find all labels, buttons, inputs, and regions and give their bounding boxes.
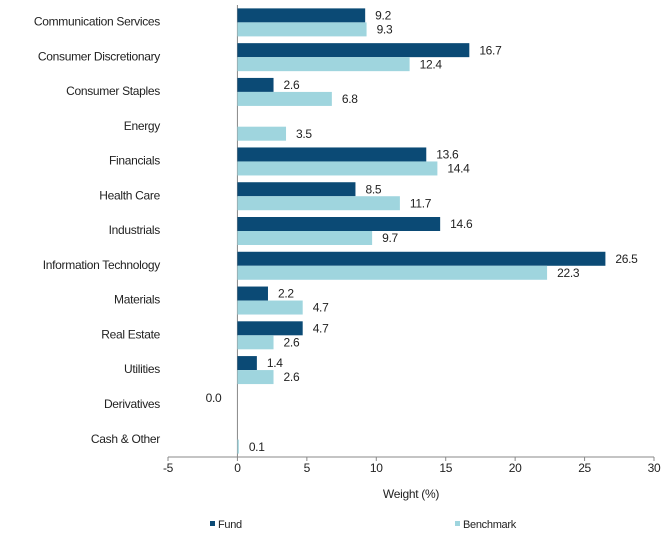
bar — [237, 217, 441, 231]
bar — [237, 251, 606, 266]
value-label: 0.0 — [206, 391, 222, 405]
value-label: 12.4 — [420, 57, 443, 71]
bar — [237, 370, 274, 385]
category-label: Industrials — [109, 223, 161, 237]
value-label: 14.6 — [450, 217, 473, 231]
value-label: 13.6 — [436, 148, 459, 162]
category-label: Energy — [124, 119, 161, 133]
legend-swatch — [455, 521, 460, 526]
value-label: 2.6 — [284, 78, 300, 92]
value-label: 9.3 — [377, 23, 393, 37]
x-tick-label: -5 — [163, 461, 174, 475]
bar — [237, 8, 366, 23]
bar — [237, 91, 332, 106]
x-tick-label: 5 — [304, 461, 311, 475]
bar — [237, 231, 373, 245]
bar — [237, 265, 548, 280]
value-label: 11.7 — [410, 196, 432, 210]
value-label: 14.4 — [447, 162, 470, 176]
bar — [237, 196, 400, 211]
value-label: 2.2 — [278, 287, 294, 301]
category-label: Materials — [114, 293, 160, 307]
value-label: 16.7 — [479, 43, 502, 57]
legend-label: Fund — [218, 519, 242, 531]
x-tick-label: 10 — [370, 461, 383, 475]
bar — [237, 22, 367, 37]
value-label: 9.7 — [382, 231, 398, 245]
bar — [237, 57, 410, 72]
value-label: 26.5 — [615, 252, 638, 266]
bar — [237, 161, 438, 176]
x-tick-label: 30 — [648, 461, 661, 475]
bar — [237, 77, 274, 92]
bar — [237, 439, 239, 454]
value-label: 4.7 — [313, 321, 329, 335]
x-tick-label: 15 — [439, 461, 452, 475]
legend-label: Benchmark — [463, 519, 517, 531]
x-tick-label: 20 — [509, 461, 522, 475]
bar — [237, 335, 274, 350]
category-label: Derivatives — [104, 397, 160, 411]
value-label: 2.6 — [284, 335, 300, 349]
value-label: 1.4 — [267, 356, 283, 370]
x-axis-label: Weight (%) — [383, 487, 439, 501]
value-label: 9.2 — [375, 9, 391, 23]
category-label: Utilities — [124, 362, 160, 376]
bar — [237, 321, 303, 336]
value-label: 8.5 — [365, 182, 381, 196]
x-tick-label: 0 — [234, 461, 241, 475]
category-label: Real Estate — [101, 327, 160, 341]
value-label: 22.3 — [557, 266, 580, 280]
value-label: 0.1 — [249, 440, 265, 454]
category-label: Financials — [109, 154, 160, 168]
legend-swatch — [210, 521, 215, 526]
category-label: Consumer Staples — [66, 84, 160, 98]
bar — [237, 43, 470, 58]
category-label: Communication Services — [34, 15, 160, 29]
bar — [237, 147, 427, 162]
category-label: Information Technology — [43, 258, 161, 272]
value-label: 6.8 — [342, 92, 358, 106]
bar — [237, 300, 303, 315]
value-label: 3.5 — [296, 127, 312, 141]
bar — [237, 182, 356, 197]
bar — [237, 356, 257, 371]
category-label: Health Care — [99, 188, 160, 202]
category-label: Consumer Discretionary — [38, 49, 160, 63]
bar — [237, 126, 287, 141]
value-label: 2.6 — [284, 370, 300, 384]
bar — [237, 286, 268, 301]
value-label: 4.7 — [313, 301, 329, 315]
category-label: Cash & Other — [91, 432, 160, 446]
x-tick-label: 25 — [578, 461, 591, 475]
